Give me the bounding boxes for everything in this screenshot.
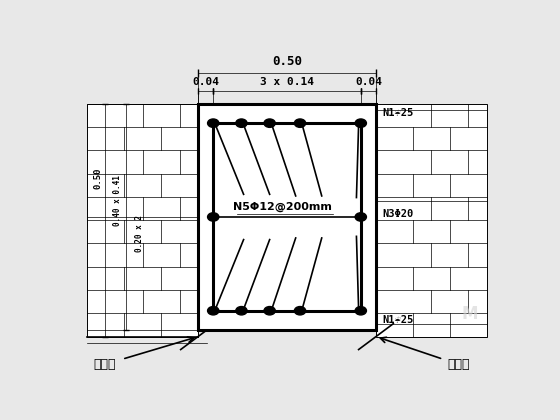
Text: N1☔25: N1☔25 (382, 108, 414, 118)
Text: 0.04: 0.04 (192, 77, 219, 87)
Text: 挡土墙: 挡土墙 (447, 357, 470, 370)
Circle shape (355, 213, 366, 221)
Circle shape (236, 119, 247, 127)
Text: N3Φ20: N3Φ20 (382, 209, 414, 219)
Bar (198, 104, 376, 330)
Text: 0.50: 0.50 (94, 168, 102, 189)
Circle shape (355, 307, 366, 315)
Circle shape (208, 307, 219, 315)
Bar (376, 104, 487, 336)
Text: 挡土墙: 挡土墙 (94, 357, 116, 370)
Text: 3 x 0.14: 3 x 0.14 (260, 77, 314, 87)
Text: 0.20 x 2: 0.20 x 2 (135, 215, 144, 252)
Text: N1☔25: N1☔25 (382, 315, 414, 326)
Circle shape (264, 307, 276, 315)
Bar (213, 123, 361, 311)
Circle shape (355, 119, 366, 127)
Circle shape (236, 307, 247, 315)
Text: N5Φ12@200mm: N5Φ12@200mm (233, 202, 332, 213)
Text: 0.40 x 0.41: 0.40 x 0.41 (113, 175, 122, 226)
Text: 0.50: 0.50 (272, 55, 302, 68)
Circle shape (295, 119, 306, 127)
Circle shape (264, 119, 276, 127)
Text: 0.04: 0.04 (355, 77, 382, 87)
Circle shape (208, 213, 219, 221)
Circle shape (295, 307, 306, 315)
Text: M: M (461, 305, 478, 323)
Bar (87, 104, 198, 336)
Circle shape (208, 119, 219, 127)
